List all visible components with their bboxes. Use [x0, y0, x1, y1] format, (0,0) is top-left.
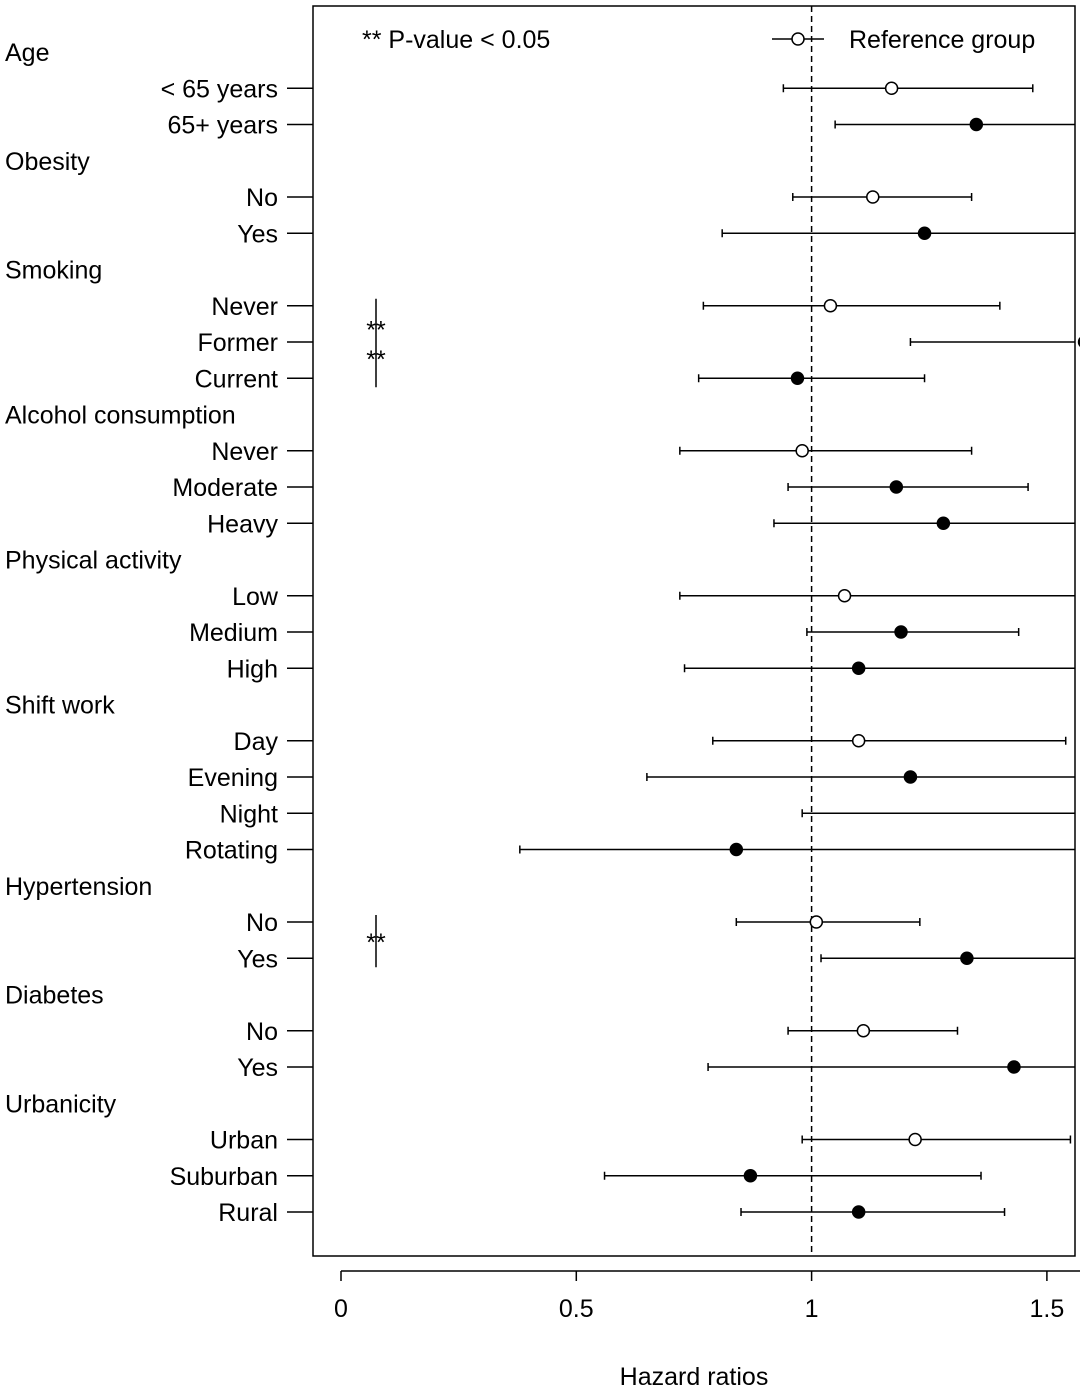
row-label: No	[246, 184, 278, 212]
row-label: No	[246, 909, 278, 937]
significance-stars: **	[366, 316, 386, 344]
row-label: Evening	[188, 764, 278, 792]
forest-rows: Age < 65 years 65+ years Obesity No Yes Smokin…	[5, 39, 1080, 1227]
group-label: Diabetes	[5, 982, 104, 1010]
reference-point	[856, 1024, 871, 1038]
significance-stars: **	[366, 929, 386, 957]
reference-point	[866, 190, 880, 204]
x-tick-label: 0.5	[559, 1295, 594, 1323]
estimate-point	[936, 516, 951, 530]
row-label: Medium	[189, 619, 278, 647]
estimate-point	[851, 1205, 866, 1219]
row-label: Yes	[237, 220, 278, 248]
row-label: Low	[232, 583, 279, 611]
x-tick-label: 1.5	[1030, 1295, 1065, 1323]
row-label: Never	[211, 293, 278, 321]
group-label: Obesity	[5, 148, 90, 176]
reference-point	[851, 734, 866, 748]
reference-point	[908, 1132, 922, 1147]
reference-point	[823, 299, 838, 313]
x-tick-label: 0	[334, 1295, 348, 1323]
legend-label: Reference group	[849, 26, 1035, 54]
row-label: High	[227, 655, 278, 683]
x-tick-label: 1	[805, 1295, 819, 1323]
reference-point	[837, 589, 852, 603]
significance-stars: **	[366, 346, 386, 374]
group-label: Hypertension	[5, 873, 152, 901]
row-label: Heavy	[207, 510, 278, 538]
row-label: Moderate	[172, 474, 278, 502]
row-label: < 65 years	[161, 75, 278, 103]
legend: Reference group	[772, 26, 1035, 54]
estimate-point	[903, 770, 918, 784]
row-label: Yes	[237, 1054, 278, 1082]
reference-point	[809, 915, 824, 929]
row-label: Suburban	[170, 1163, 278, 1191]
group-label: Age	[5, 39, 49, 67]
legend-marker	[791, 32, 805, 46]
group-label: Shift work	[5, 692, 115, 720]
row-label: Former	[197, 329, 278, 357]
row-label: Day	[234, 728, 279, 756]
estimate-point	[729, 842, 744, 857]
x-axis-label: Hazard ratios	[620, 1363, 769, 1391]
group-label: Urbanicity	[5, 1090, 117, 1118]
row-label: Night	[220, 800, 278, 828]
row-label: Urban	[210, 1127, 278, 1155]
row-label: Yes	[237, 945, 278, 973]
estimate-point	[743, 1169, 758, 1183]
row-label: Never	[211, 438, 278, 466]
significance-note: ** P-value < 0.05	[362, 26, 550, 54]
estimate-point	[1007, 1060, 1021, 1074]
estimate-point	[960, 951, 974, 965]
estimate-point	[790, 371, 805, 385]
row-label: Rotating	[185, 837, 278, 865]
reference-point	[884, 81, 899, 95]
estimate-point	[917, 226, 932, 240]
row-label: No	[246, 1018, 278, 1046]
estimate-point	[851, 661, 866, 675]
row-label: Rural	[218, 1199, 278, 1227]
estimate-point	[969, 117, 984, 132]
row-label: Current	[195, 365, 278, 393]
estimate-point	[889, 480, 904, 494]
plot-frame	[312, 5, 1076, 1257]
estimate-point	[894, 625, 908, 639]
x-axis: 00.511.522.53	[334, 1270, 1080, 1323]
group-label: Physical activity	[5, 547, 182, 575]
group-label: Alcohol consumption	[5, 402, 236, 430]
row-label: 65+ years	[168, 112, 279, 140]
reference-point	[795, 444, 809, 458]
group-label: Smoking	[5, 257, 102, 285]
